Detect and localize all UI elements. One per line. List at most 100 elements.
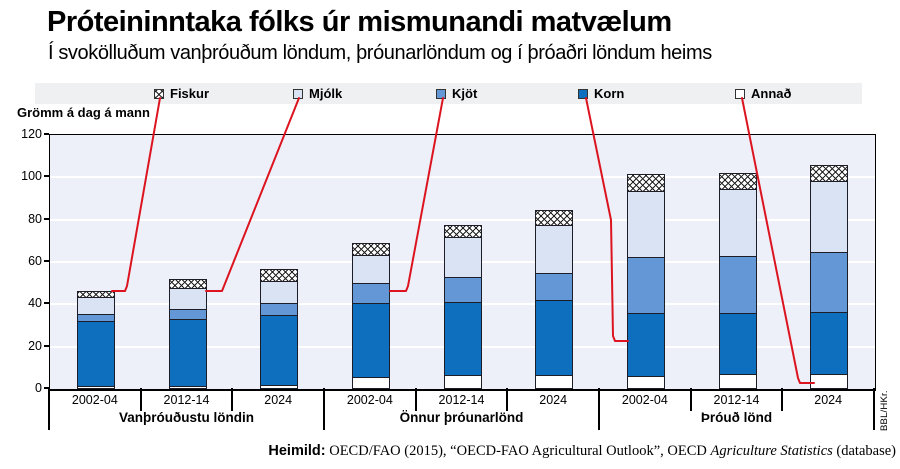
- source-italic: Agriculture Statistics: [710, 443, 833, 459]
- segment-korn: [718, 312, 757, 375]
- segment-annad: [351, 377, 390, 389]
- legend-item-fiskur: Fiskur: [154, 83, 209, 104]
- segment-annad: [626, 376, 665, 389]
- source-suffix: (database): [832, 443, 896, 459]
- bar-Önnur þróunarlönd-2024: [535, 210, 574, 389]
- legend-label-kjot: Kjöt: [452, 86, 478, 101]
- x-tick-label-0: 2002-04: [71, 393, 118, 407]
- legend-label-fiskur: Fiskur: [170, 86, 210, 101]
- year-separator-4: [414, 388, 417, 411]
- x-tick-label-7: 2012-14: [713, 393, 760, 407]
- segment-korn: [443, 302, 482, 376]
- legend-item-annad: Annað: [735, 83, 791, 104]
- year-separator-7: [689, 388, 692, 411]
- segment-kjot: [168, 308, 207, 320]
- y-tick-label-120: 120: [21, 127, 42, 141]
- y-tick-label-80: 80: [28, 211, 42, 226]
- segment-korn: [351, 303, 390, 378]
- x-tick-label-1: 2012-14: [163, 393, 210, 407]
- x-tick-label-3: 2002-04: [346, 393, 393, 407]
- bar-Vanþróuðustu löndin-2012-14: [168, 278, 207, 389]
- legend-label-mjolk: Mjólk: [309, 86, 343, 101]
- segment-mjolk: [718, 189, 757, 256]
- legend-label-annad: Annað: [751, 86, 792, 101]
- page-subtitle: Í svokölluðum vanþróuðum löndum, þróunar…: [48, 42, 712, 64]
- year-separator-2: [231, 388, 234, 411]
- y-axis-unit-label: Grömm á dag á mann: [17, 105, 150, 120]
- group-label-2: Þróuð lönd: [700, 410, 773, 425]
- segment-mjolk: [535, 224, 574, 273]
- segment-mjolk: [443, 236, 482, 277]
- y-tick-mark-80: [44, 217, 49, 220]
- source-line: Heimild: OECD/FAO (2015), “OECD-FAO Agri…: [268, 443, 896, 460]
- bar-Vanþróuðustu löndin-2002-04: [76, 290, 115, 389]
- segment-fiskur: [718, 173, 757, 189]
- legend-item-korn: Korn: [578, 83, 624, 104]
- group-separator-6: [598, 388, 600, 430]
- y-tick-label-100: 100: [21, 169, 42, 184]
- segment-fiskur: [168, 278, 207, 289]
- segment-kjot: [76, 313, 115, 322]
- segment-korn: [168, 319, 207, 386]
- year-separator-8: [781, 388, 784, 411]
- segment-korn: [76, 321, 115, 386]
- y-tick-mark-20: [44, 344, 49, 347]
- segment-fiskur: [626, 174, 665, 192]
- bar-Þróuð lönd-2012-14: [718, 173, 757, 389]
- segment-korn: [810, 311, 849, 375]
- segment-annad: [76, 385, 115, 389]
- segment-kjot: [260, 303, 299, 315]
- plot-area: [49, 134, 876, 391]
- segment-mjolk: [260, 281, 299, 304]
- y-tick-label-40: 40: [28, 296, 42, 311]
- segment-kjot: [810, 252, 849, 312]
- y-tick-mark-40: [44, 302, 49, 305]
- segment-mjolk: [168, 288, 207, 309]
- segment-kjot: [351, 283, 390, 304]
- segment-annad: [443, 375, 482, 389]
- y-tick-mark-0: [44, 387, 49, 389]
- segment-annad: [718, 374, 757, 389]
- segment-annad: [260, 384, 299, 389]
- legend-item-mjolk: Mjólk: [293, 83, 342, 104]
- segment-annad: [168, 385, 207, 389]
- segment-annad: [810, 374, 849, 389]
- y-tick-label-0: 0: [35, 381, 42, 395]
- year-separator-5: [506, 388, 509, 411]
- segment-annad: [535, 375, 574, 389]
- y-tick-label-60: 60: [28, 254, 42, 268]
- gridline-100: [50, 176, 875, 179]
- y-tick-mark-100: [44, 175, 49, 178]
- legend-item-kjot: Kjöt: [436, 83, 477, 104]
- korn-swatch-icon: [578, 88, 588, 99]
- segment-kjot: [443, 276, 482, 303]
- group-label-0: Vanþróuðustu löndin: [119, 410, 254, 425]
- y-tick-mark-60: [44, 260, 49, 262]
- fiskur-swatch-icon: [154, 88, 164, 99]
- x-tick-label-5: 2024: [539, 393, 568, 407]
- segment-mjolk: [76, 296, 115, 314]
- bar-Vanþróuðustu löndin-2024: [260, 269, 299, 389]
- source-main: OECD/FAO (2015), “OECD-FAO Agricultural …: [325, 443, 711, 459]
- page-title: Próteininntaka fólks úr mismunandi matvæ…: [47, 6, 672, 38]
- group-label-1: Önnur þróunarlönd: [399, 410, 524, 425]
- segment-korn: [260, 314, 299, 385]
- segment-fiskur: [76, 290, 115, 297]
- bar-Þróuð lönd-2002-04: [626, 174, 665, 389]
- source-prefix: Heimild:: [268, 443, 326, 459]
- segment-fiskur: [351, 242, 390, 255]
- segment-fiskur: [535, 210, 574, 225]
- y-tick-mark-120: [44, 133, 49, 135]
- legend: Fiskur Mjólk Kjöt Korn Annað: [35, 83, 862, 104]
- bar-Önnur þróunarlönd-2002-04: [351, 242, 390, 389]
- segment-fiskur: [443, 225, 482, 237]
- year-separator-1: [139, 388, 142, 411]
- segment-fiskur: [810, 164, 849, 181]
- segment-fiskur: [260, 269, 299, 282]
- group-separator-9: [873, 388, 875, 430]
- group-separator-3: [323, 388, 325, 430]
- credit-vertical-text: BBL/HKr.: [879, 390, 890, 431]
- x-tick-label-6: 2002-04: [621, 393, 668, 407]
- x-tick-label-4: 2012-14: [438, 393, 485, 407]
